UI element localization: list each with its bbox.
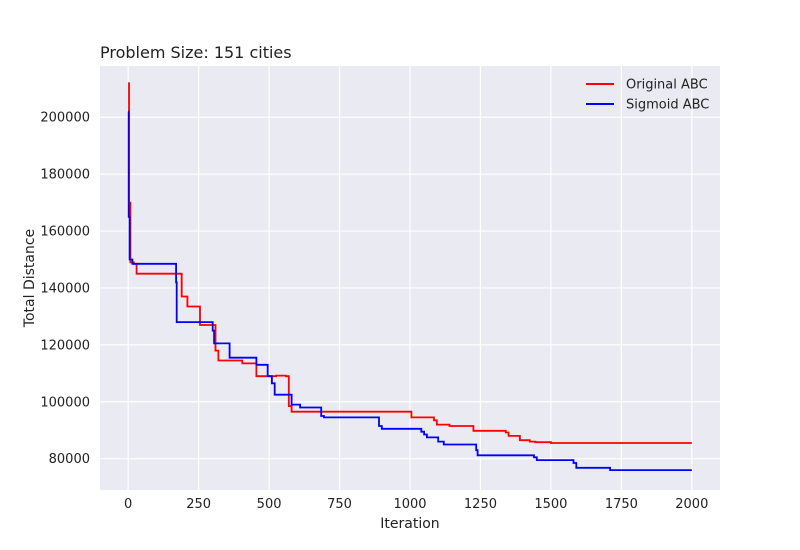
chart-title: Problem Size: 151 cities [100, 43, 292, 62]
x-tick-label: 0 [124, 497, 132, 512]
y-tick-label: 160000 [40, 225, 90, 240]
x-tick-labels: 0 250 500 750 1000 1250 1500 1750 2000 [124, 497, 708, 512]
series-line-sigmoid-abc [127, 110, 692, 471]
y-axis-label: Total Distance [22, 229, 38, 328]
x-tick-label: 250 [186, 497, 211, 512]
y-tick-label: 120000 [40, 338, 90, 353]
y-tick-labels: 80000 100000 120000 140000 160000 180000 20000… [40, 111, 90, 467]
grid-lines [100, 66, 720, 490]
legend-label-original-abc: Original ABC [626, 78, 708, 93]
y-tick-label: 80000 [49, 452, 90, 467]
x-tick-label: 1500 [534, 497, 567, 512]
x-tick-label: 1750 [605, 497, 638, 512]
y-tick-label: 140000 [40, 281, 90, 296]
x-tick-label: 1000 [393, 497, 426, 512]
y-tick-label: 200000 [40, 111, 90, 126]
series-lines [127, 82, 692, 471]
x-axis-label: Iteration [380, 516, 439, 532]
y-tick-label: 180000 [40, 168, 90, 183]
series-line-original-abc [128, 82, 692, 444]
legend: Original ABC Sigmoid ABC [586, 78, 709, 113]
legend-label-sigmoid-abc: Sigmoid ABC [626, 98, 709, 113]
y-tick-label: 100000 [40, 395, 90, 410]
x-tick-label: 2000 [675, 497, 708, 512]
x-tick-label: 500 [257, 497, 282, 512]
x-tick-label: 750 [327, 497, 352, 512]
x-tick-label: 1250 [464, 497, 497, 512]
